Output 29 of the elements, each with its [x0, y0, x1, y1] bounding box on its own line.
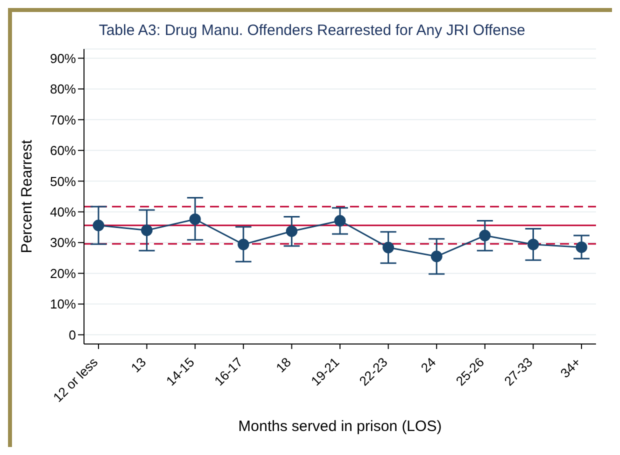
y-tick-label: 60% [50, 143, 76, 158]
point [479, 230, 491, 242]
x-tick-label: 13 [128, 354, 149, 376]
y-tick-label: 40% [50, 204, 76, 220]
y-tick-label: 90% [50, 50, 76, 66]
y-tick-label: 80% [50, 82, 76, 97]
point [92, 220, 104, 232]
point [189, 213, 201, 225]
point [286, 225, 298, 237]
point [141, 224, 153, 236]
x-tick-label: 12 or less [50, 354, 101, 405]
point [238, 238, 250, 250]
y-tick-label: 70% [50, 112, 76, 128]
y-tick-label: 20% [50, 266, 76, 281]
point [382, 242, 394, 254]
x-tick-label: 34+ [557, 354, 584, 381]
x-tick-label: 18 [272, 354, 294, 376]
y-tick-label: 10% [50, 296, 76, 312]
point [430, 250, 442, 262]
y-tick-label: 50% [50, 174, 76, 189]
point [334, 215, 346, 227]
chart-title: Table A3: Drug Manu. Offenders Rearrested for Any JRI Offense [98, 22, 526, 39]
y-axis-title: Percent Rearrest [18, 138, 36, 254]
y-tick-label: 0 [68, 327, 76, 342]
x-axis-title: Months served in prison (LOS) [238, 418, 442, 435]
y-tick-label: 30% [50, 235, 76, 250]
x-tick-label: 24 [418, 354, 439, 376]
point [527, 238, 539, 250]
point [576, 241, 588, 253]
